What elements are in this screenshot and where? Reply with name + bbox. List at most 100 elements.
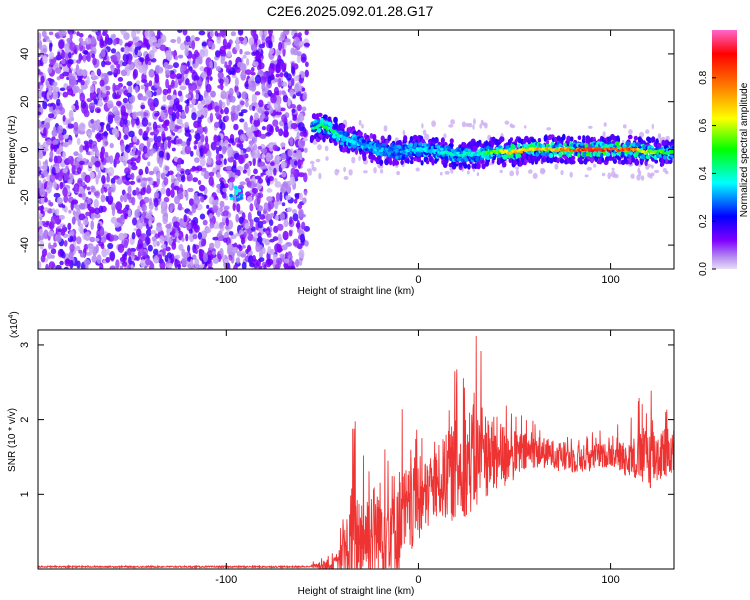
spectrogram-noise-cell xyxy=(67,59,74,65)
spectrogram-noise-cell xyxy=(117,77,124,82)
spectrogram-noise-cell xyxy=(269,47,275,55)
snr-y-axis-label: SNR (10 * v/v) xyxy=(7,408,18,472)
spectrogram-noise-cell xyxy=(122,53,130,62)
spectrogram-noise-cell xyxy=(208,176,214,187)
spectrogram-noise-cell xyxy=(81,181,86,186)
spectrogram-noise-cell xyxy=(154,191,159,200)
spectrogram-noise-cell xyxy=(94,145,98,153)
spectrogram-noise-cell xyxy=(257,205,263,212)
spectrogram-noise-cell xyxy=(136,30,141,35)
spectrogram-noise-cell xyxy=(110,54,118,63)
spectrogram-noise-cell xyxy=(128,256,132,265)
spectrogram-noise-cell xyxy=(94,213,101,219)
spectrogram-noise-cell xyxy=(207,266,214,269)
spectrogram-noise-cell xyxy=(166,252,172,259)
spectrogram-noise-cell xyxy=(43,169,48,178)
spectrogram-noise-cell xyxy=(153,197,159,208)
spectrogram-noise-cell xyxy=(297,122,305,132)
spectrogram-signal-halo xyxy=(559,158,565,164)
spectrogram-noise-cell xyxy=(138,243,143,250)
spectrogram-noise-cell xyxy=(197,102,204,111)
spectrogram-noise-cell xyxy=(244,163,249,170)
spectrogram-noise-cell xyxy=(89,36,97,46)
spectrogram-noise-cell xyxy=(263,264,267,269)
spectrogram-noise-cell xyxy=(38,53,41,58)
spectrogram-blob xyxy=(229,193,233,198)
spectrogram-noise-cell xyxy=(301,87,306,92)
spectrogram-noise-cell xyxy=(47,77,52,82)
spectrogram-noise-cell xyxy=(160,208,168,215)
spectrogram-noise-cell xyxy=(51,208,56,214)
spectrogram-noise-cell xyxy=(255,52,262,61)
x-tick-label: 100 xyxy=(601,574,619,586)
spectrogram-noise-cell xyxy=(181,64,187,72)
spectrogram-noise-cell xyxy=(175,111,180,120)
spectrogram-noise-cell xyxy=(67,178,73,184)
spectrogram-noise-cell xyxy=(257,146,262,150)
spectrogram-noise-cell xyxy=(132,111,138,120)
spectrogram-noise-cell xyxy=(198,30,206,36)
spectrogram-halo-cell xyxy=(324,145,329,152)
spectrogram-noise-cell xyxy=(62,187,68,197)
spectrogram-halo-cell xyxy=(649,174,653,179)
spectrogram-noise-cell xyxy=(172,102,178,112)
spectrogram-signal-halo xyxy=(590,156,594,164)
spectrogram-noise-cell xyxy=(166,94,172,101)
spectrogram-halo-cell xyxy=(348,169,353,176)
spectrogram-noise-cell xyxy=(296,219,300,230)
spectrogram-noise-cell xyxy=(277,77,282,88)
spectrogram-noise-cell xyxy=(272,119,279,127)
spectrogram-noise-cell xyxy=(131,196,136,206)
spectrogram-noise-cell xyxy=(71,104,76,110)
spectrogram-halo-cell xyxy=(311,163,315,170)
spectrogram-noise-cell xyxy=(176,73,182,80)
spectrogram-noise-cell xyxy=(185,190,189,201)
spectrogram-noise-cell xyxy=(106,123,111,132)
spectrogram-noise-cell xyxy=(114,155,121,165)
spectrogram-signal-halo xyxy=(476,162,481,170)
spectrogram-noise-cell xyxy=(85,264,89,269)
spectrogram-noise-cell xyxy=(178,243,184,251)
spectrogram-noise-cell xyxy=(209,76,213,81)
spectrogram-signal-halo xyxy=(582,135,586,140)
spectrogram-noise-cell xyxy=(53,192,61,198)
spectrogram-noise-cell xyxy=(288,230,293,237)
spectrogram-noise-cell xyxy=(259,214,266,220)
spectrogram-noise-cell xyxy=(169,121,175,131)
spectrogram-noise-cell xyxy=(283,262,289,269)
spectrogram-noise-cell xyxy=(207,40,214,48)
spectrogram-noise-cell xyxy=(284,38,291,43)
spectrogram-noise-cell xyxy=(91,255,98,263)
spectrogram-noise-cell xyxy=(199,213,206,220)
spectrogram-noise-cell xyxy=(60,228,66,236)
spectrogram-noise-cell xyxy=(292,213,299,222)
spectrogram-noise-cell xyxy=(303,225,310,232)
spectrogram-noise-cell xyxy=(298,249,305,259)
spectrogram-noise-cell xyxy=(279,72,284,78)
spectrogram-halo-cell xyxy=(358,119,362,126)
spectrogram-noise-cell xyxy=(298,40,304,47)
spectrogram-noise-cell xyxy=(274,177,278,183)
spectrogram-noise-cell xyxy=(173,185,180,191)
spectrogram-noise-cell xyxy=(233,123,239,131)
spectrogram-noise-cell xyxy=(191,53,197,60)
spectrogram-noise-cell xyxy=(50,215,58,225)
spectrogram-noise-cell xyxy=(172,94,177,100)
spectrogram-noise-cell xyxy=(298,139,306,149)
y-tick-label: 3 xyxy=(19,342,31,348)
spectrogram-noise-cell xyxy=(90,118,95,124)
spectrogram-noise-cell xyxy=(86,75,90,86)
spectrogram-noise-cell xyxy=(38,103,41,108)
spectrogram-noise-cell xyxy=(40,194,45,205)
spectrogram-noise-cell xyxy=(175,139,180,145)
spectrogram-noise-cell xyxy=(52,81,58,87)
spectrogram-noise-cell xyxy=(135,228,142,238)
spectrogram-noise-cell xyxy=(220,109,224,115)
spectrogram-noise-cell xyxy=(90,220,94,231)
spectrogram-noise-cell xyxy=(96,32,103,42)
spectrogram-halo-cell xyxy=(361,123,364,129)
spectrogram-noise-cell xyxy=(218,221,224,229)
spectrogram-noise-cell xyxy=(127,174,134,179)
spectrogram-noise-cell xyxy=(244,177,250,183)
